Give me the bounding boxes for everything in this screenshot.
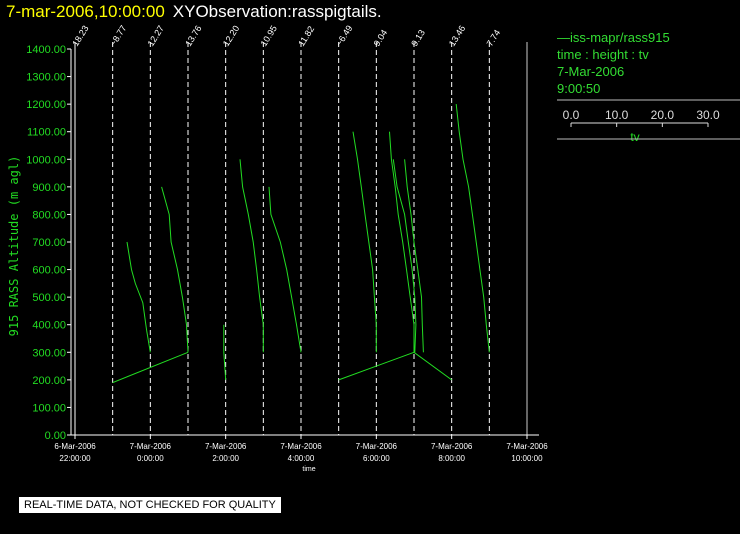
x-tick-date-3: 7-Mar-2006: [280, 442, 322, 451]
y-tick-label-10: 1000.00: [26, 154, 66, 166]
title-datetime: 7-mar-2006,10:00:00: [6, 2, 165, 21]
x-tick-date-0: 6-Mar-2006: [54, 442, 96, 451]
profile-trace-10: [404, 159, 424, 353]
legend-variables: time : height : tv: [557, 47, 649, 62]
x-tick-date-1: 7-Mar-2006: [130, 442, 172, 451]
x-tick-time-5: 8:00:00: [438, 454, 465, 463]
baseline-label-9: 9.13: [409, 28, 427, 48]
profile-trace-4: [239, 159, 264, 353]
quality-disclaimer: REAL-TIME DATA, NOT CHECKED FOR QUALITY: [19, 497, 281, 513]
legend-scale-label-2: 20.0: [651, 108, 675, 122]
y-tick-label-6: 600.00: [32, 265, 66, 277]
y-tick-label-11: 1100.00: [27, 127, 66, 139]
baseline-label-2: 12.27: [146, 24, 166, 48]
x-tick-date-6: 7-Mar-2006: [506, 442, 548, 451]
legend-scale-label-3: 30.0: [696, 108, 720, 122]
y-tick-label-4: 400.00: [32, 320, 66, 332]
y-axis-title: 915 RASS Altitude (m agl): [7, 156, 21, 337]
baseline-group: 18.23 ~8.77 12.27 13.76 12.20 10.95 11.82 ~6.49…: [70, 23, 528, 435]
x-tick-time-0: 22:00:00: [59, 454, 91, 463]
profile-trace-11: [455, 104, 490, 353]
y-tick-label-5: 500.00: [32, 292, 66, 304]
legend-series-name: iss-mapr/rass915: [570, 30, 670, 45]
x-tick-date-5: 7-Mar-2006: [431, 442, 473, 451]
chart-title: 7-mar-2006,10:00:00 XYObservation:rasspig…: [6, 2, 382, 22]
legend-scale-label-1: 10.0: [605, 108, 629, 122]
x-tick-time-1: 0:00:00: [137, 454, 164, 463]
y-tick-label-3: 300.00: [32, 347, 66, 359]
x-tick-time-3: 4:00:00: [288, 454, 315, 463]
y-tick-label-7: 700.00: [32, 237, 66, 249]
legend-scale-group: 0.0 10.0 20.0 30.0 tv: [557, 99, 740, 144]
profile-trace-9: [392, 159, 417, 353]
y-tick-label-13: 1300.00: [26, 72, 66, 84]
y-tick-label-14: 1400.00: [26, 44, 66, 56]
x-tick-time-4: 6:00:00: [363, 454, 390, 463]
legend-scale-title: tv: [630, 130, 639, 144]
legend-series: —iss-mapr/rass915: [557, 30, 670, 45]
baseline-label-11: 7.74: [485, 28, 503, 48]
profile-trace-0: [112, 351, 189, 384]
profile-trace-1: [126, 241, 151, 353]
baseline-label-1: ~8.77: [108, 23, 129, 48]
y-tick-label-9: 900.00: [32, 182, 66, 194]
profile-trace-6: [338, 351, 452, 381]
y-tick-label-1: 100.00: [32, 402, 66, 414]
baseline-label-5: 10.95: [259, 24, 279, 48]
baseline-label-7: ~6.49: [334, 23, 355, 48]
y-tick-label-2: 200.00: [32, 375, 66, 387]
title-observation: XYObservation:rasspigtails.: [172, 2, 382, 21]
y-tick-label-8: 800.00: [32, 209, 66, 221]
legend-scale-label-0: 0.0: [563, 108, 580, 122]
legend-time: 9:00:50: [557, 81, 601, 96]
profile-trace-7: [352, 131, 377, 353]
profile-trace-8: [389, 131, 415, 353]
x-tick-date-2: 7-Mar-2006: [205, 442, 247, 451]
y-tick-label-0: 0.00: [45, 430, 66, 442]
x-tick-time-6: 10:00:00: [511, 454, 543, 463]
profile-trace-3: [223, 324, 227, 380]
baseline-label-8: 9.04: [372, 28, 390, 48]
x-axis-title: time: [302, 466, 315, 473]
traces-group: [112, 104, 490, 384]
x-tick-date-4: 7-Mar-2006: [356, 442, 398, 451]
baseline-label-0: 18.23: [70, 24, 90, 48]
legend-date: 7-Mar-2006: [557, 64, 625, 79]
baseline-label-4: 12.20: [221, 24, 241, 48]
legend: —iss-mapr/rass915 time : height : tv 7-M…: [557, 29, 670, 97]
profile-trace-2: [161, 186, 189, 353]
y-tick-label-12: 1200.00: [26, 99, 66, 111]
x-tick-time-2: 2:00:00: [212, 454, 239, 463]
baseline-label-10: 13.46: [447, 24, 467, 48]
baseline-label-3: 13.76: [183, 24, 203, 48]
profile-trace-5: [268, 186, 302, 353]
axes-group: 0.00 100.00 200.00 300.00 400.00 500.00 600.00…: [7, 44, 548, 473]
baseline-label-6: 11.82: [296, 24, 316, 48]
